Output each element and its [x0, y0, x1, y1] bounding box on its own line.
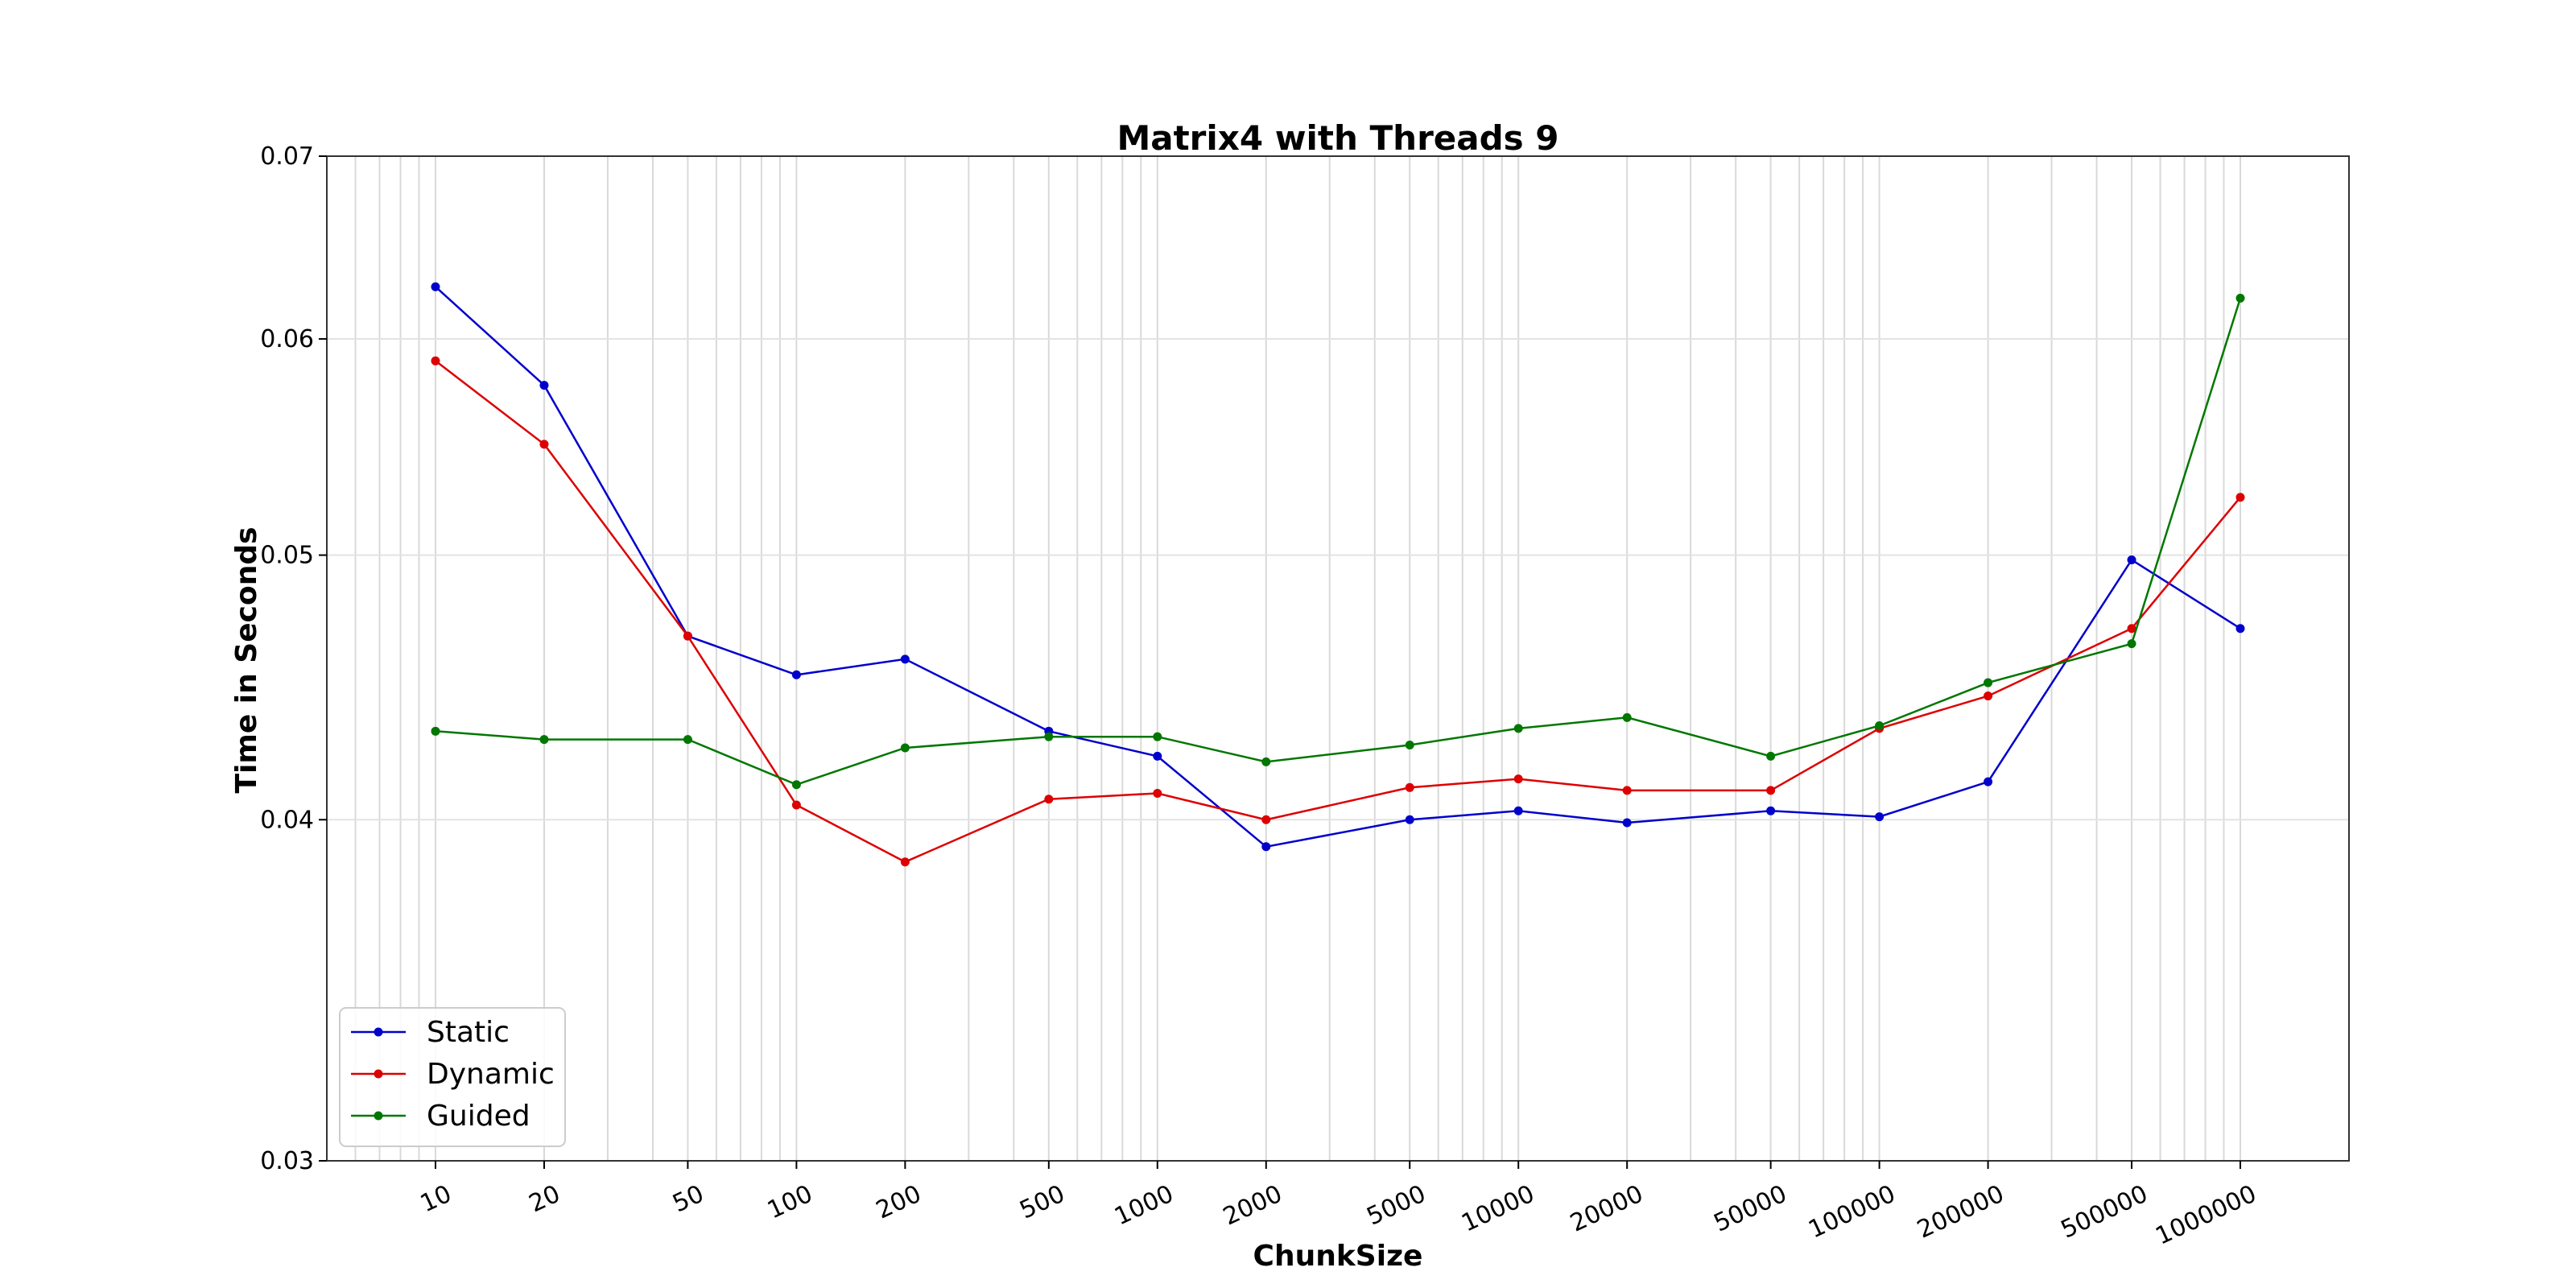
data-point-dynamic [539, 440, 549, 449]
legend-box [339, 1007, 566, 1147]
data-point-guided [1405, 741, 1414, 750]
data-point-guided [539, 735, 549, 745]
data-point-dynamic [900, 857, 910, 867]
x-tick-label: 10 [416, 1180, 456, 1219]
series-line-guided [435, 298, 2242, 786]
y-tick-label: 0.05 [260, 542, 314, 570]
data-point-static [2235, 624, 2245, 634]
x-tick-label: 10000 [1457, 1180, 1538, 1238]
legend-label: Dynamic [427, 1058, 555, 1091]
series-dynamic [431, 356, 2245, 867]
data-point-guided [1513, 724, 1523, 733]
data-point-static [1622, 818, 1632, 828]
legend-swatch-marker [374, 1069, 383, 1079]
y-axis-ticks: 0.03 0.04 0.05 0.06 0.07 [260, 142, 327, 1175]
data-point-dynamic [1622, 786, 1632, 795]
data-point-guided [2235, 293, 2245, 303]
data-point-dynamic [791, 800, 801, 810]
legend-swatch-marker [374, 1027, 383, 1037]
series-guided [431, 293, 2245, 790]
data-point-guided [1984, 678, 1993, 687]
data-point-static [1984, 777, 1993, 786]
legend-item-static: Static [351, 1016, 510, 1049]
data-point-static [1766, 806, 1776, 815]
x-tick-label: 1000 [1110, 1180, 1178, 1232]
chart-title: Matrix4 with Threads 9 [1117, 118, 1558, 158]
x-tick-label: 200 [872, 1180, 926, 1225]
legend-item-dynamic: Dynamic [351, 1058, 555, 1091]
data-point-guided [431, 726, 440, 736]
data-point-dynamic [1766, 786, 1776, 795]
data-point-guided [1261, 757, 1271, 766]
y-tick-label: 0.04 [260, 806, 314, 834]
legend-swatch-marker [374, 1111, 383, 1121]
grid-lines [326, 155, 2350, 1162]
data-point-dynamic [431, 356, 440, 365]
y-tick-label: 0.03 [260, 1147, 314, 1175]
x-axis-ticks: 10 20 50 100 200 500 1000 2000 5000 10000 20000 500… [416, 1161, 2260, 1251]
data-point-dynamic [1513, 774, 1523, 784]
chart-legend: Static Dynamic Guided [339, 1007, 566, 1147]
x-tick-label: 500000 [2057, 1180, 2153, 1245]
x-tick-label: 100000 [1804, 1180, 1900, 1245]
legend-label: Guided [427, 1100, 530, 1133]
x-axis-label: ChunkSize [1253, 1240, 1423, 1273]
y-tick-label: 0.07 [260, 142, 314, 171]
x-tick-label: 50000 [1710, 1180, 1791, 1238]
data-point-guided [900, 743, 910, 753]
data-point-guided [683, 735, 692, 745]
x-tick-label: 500 [1016, 1180, 1070, 1225]
x-tick-label: 200000 [1913, 1180, 2008, 1245]
x-tick-label: 50 [668, 1180, 708, 1219]
data-point-guided [1622, 712, 1632, 722]
x-tick-label: 5000 [1363, 1180, 1430, 1232]
data-point-guided [1044, 732, 1054, 741]
data-point-dynamic [1044, 795, 1054, 804]
data-point-guided [1153, 732, 1162, 741]
data-point-dynamic [683, 631, 692, 641]
data-point-guided [2127, 639, 2136, 649]
x-tick-label: 100 [763, 1180, 817, 1225]
x-tick-label: 20000 [1566, 1180, 1647, 1238]
legend-item-guided: Guided [351, 1100, 530, 1133]
data-point-dynamic [2235, 493, 2245, 502]
data-point-static [539, 381, 549, 390]
plot-border [326, 155, 2350, 1162]
data-point-guided [1766, 751, 1776, 761]
data-point-static [1153, 751, 1162, 761]
y-tick-label: 0.06 [260, 325, 314, 353]
x-tick-label: 20 [525, 1180, 564, 1219]
data-point-dynamic [2127, 624, 2136, 634]
plot-area [326, 155, 2350, 1162]
data-point-static [1513, 806, 1523, 815]
data-point-guided [1875, 721, 1885, 731]
x-tick-label: 1000000 [2152, 1180, 2261, 1251]
data-point-dynamic [1405, 782, 1414, 792]
series-static [431, 282, 2245, 852]
data-point-static [1405, 815, 1414, 824]
series-lines [431, 282, 2245, 867]
data-point-static [1875, 812, 1885, 822]
data-point-static [791, 670, 801, 679]
data-point-static [1261, 842, 1271, 852]
legend-label: Static [427, 1016, 510, 1049]
x-tick-label: 2000 [1219, 1180, 1286, 1232]
data-point-dynamic [1984, 691, 1993, 701]
data-point-static [431, 282, 440, 291]
data-point-dynamic [1261, 815, 1271, 824]
data-point-static [900, 654, 910, 664]
series-line-static [435, 286, 2241, 848]
data-point-dynamic [1153, 788, 1162, 798]
data-point-guided [791, 780, 801, 790]
series-line-dynamic [435, 360, 2241, 864]
y-axis-label: Time in Seconds [230, 526, 263, 793]
data-point-static [2127, 555, 2136, 564]
